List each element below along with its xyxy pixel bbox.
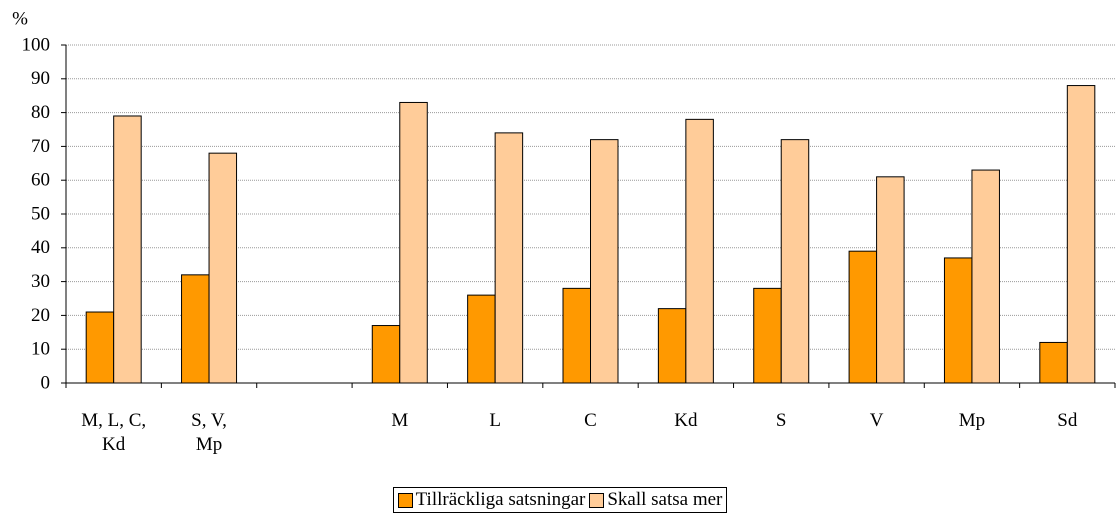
bar bbox=[943, 257, 973, 384]
bar bbox=[590, 139, 619, 384]
legend-swatch bbox=[397, 492, 413, 508]
bar bbox=[657, 308, 687, 384]
bar bbox=[562, 287, 591, 384]
bar bbox=[848, 250, 878, 384]
bar bbox=[780, 139, 810, 384]
legend-label: Tillräckliga satsningar bbox=[415, 489, 586, 510]
legend-box: Tillräckliga satsningar Skall satsa mer bbox=[392, 487, 728, 513]
legend: Tillräckliga satsningar Skall satsa mer bbox=[0, 487, 1120, 513]
bar bbox=[371, 325, 401, 384]
bar bbox=[181, 274, 210, 384]
x-tick-label: L bbox=[489, 410, 501, 431]
bar bbox=[753, 287, 782, 384]
y-tick-label: 10 bbox=[31, 339, 50, 360]
y-tick-label: 70 bbox=[31, 136, 50, 157]
y-tick-label: 20 bbox=[31, 305, 50, 326]
y-tick-label: 90 bbox=[31, 68, 50, 89]
y-tick-label: 80 bbox=[31, 102, 50, 123]
bar bbox=[685, 118, 714, 384]
y-axis-label: % bbox=[12, 8, 28, 29]
legend-swatch bbox=[589, 492, 605, 508]
bar bbox=[113, 115, 142, 384]
x-tick-label: M bbox=[391, 410, 409, 431]
legend-item: Tillräckliga satsningar bbox=[397, 489, 586, 511]
bar bbox=[399, 101, 428, 384]
bar bbox=[1039, 341, 1068, 384]
x-tick-label: S, V, Mp bbox=[191, 410, 227, 455]
bar bbox=[1066, 85, 1096, 384]
y-tick-label: 40 bbox=[31, 237, 50, 258]
x-tick-label: Sd bbox=[1057, 410, 1078, 431]
bar bbox=[208, 152, 238, 384]
x-tick-label: M, L, C, Kd bbox=[81, 410, 147, 455]
y-tick-label: 60 bbox=[31, 170, 50, 191]
x-tick-label: Mp bbox=[958, 410, 986, 431]
y-tick-label: 0 bbox=[41, 372, 51, 393]
legend-label: Skall satsa mer bbox=[607, 489, 723, 510]
bar bbox=[85, 311, 115, 384]
x-tick-label: V bbox=[869, 410, 884, 431]
x-tick-label: S bbox=[775, 410, 787, 431]
y-tick-label: 30 bbox=[31, 271, 50, 292]
bar bbox=[971, 169, 1000, 384]
x-tick-label: Kd bbox=[674, 410, 698, 431]
x-tick-label: C bbox=[584, 410, 597, 431]
bar bbox=[494, 132, 524, 384]
y-tick-label: 100 bbox=[22, 34, 51, 55]
bar bbox=[467, 294, 496, 384]
legend-item: Skall satsa mer bbox=[589, 489, 722, 511]
bar bbox=[876, 176, 905, 384]
y-tick-label: 50 bbox=[31, 203, 50, 224]
